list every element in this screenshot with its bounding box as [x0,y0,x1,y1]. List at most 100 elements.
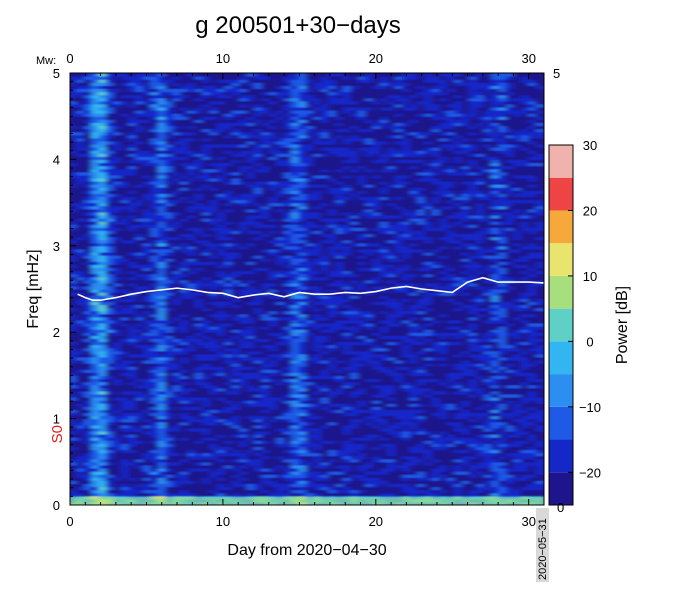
heatmap-cell [446,446,457,451]
heatmap-cell [402,440,412,444]
heatmap-cell [113,421,123,426]
heatmap-cell [328,289,338,293]
heatmap-cell [194,483,205,488]
heatmap-cell [106,464,116,469]
heatmap-cell [535,316,544,321]
heatmap-cell [217,440,227,444]
heatmap-cell [483,421,494,426]
heatmap-cell [439,424,449,429]
heatmap-cell [380,307,390,312]
heatmap-cell [320,282,331,287]
heatmap-cell [276,270,286,275]
heatmap-cell [461,464,471,469]
heatmap-cell [365,264,375,268]
heatmap-cell [231,341,242,346]
heatmap-cell [268,338,279,343]
heatmap-cell [76,483,86,488]
heatmap-cell [276,369,286,373]
heatmap-cell [180,437,190,441]
heatmap-cell [357,292,368,296]
heatmap-cell [439,363,449,367]
heatmap-cell [106,387,116,392]
heatmap-cell [417,387,427,392]
heatmap-cell [268,409,279,414]
heatmap-cell [202,322,212,327]
heatmap-cell [91,310,101,315]
heatmap-cell [424,276,434,281]
heatmap-cell [328,363,338,367]
heatmap-cell [120,264,131,268]
heatmap-cell [261,301,271,306]
heatmap-cell [394,397,405,401]
heatmap-cell [128,471,138,475]
heatmap-cell [135,313,146,318]
heatmap-cell [231,489,242,494]
heatmap-cell [246,480,257,484]
heatmap-cell [135,298,146,302]
heatmap-cell [505,384,516,389]
heatmap-cell [409,406,420,410]
heatmap-cell [320,393,331,398]
heatmap-cell [454,434,464,438]
heatmap-cell [424,304,434,309]
heatmap-cell [306,350,316,355]
heatmap-cell [372,474,383,478]
heatmap-cell [409,458,420,463]
heatmap-cell [91,437,101,441]
heatmap-cell [268,393,279,398]
heatmap-cell [343,285,353,290]
heatmap-cell [239,350,249,355]
heatmap-cell [209,295,220,299]
heatmap-cell [357,403,368,407]
heatmap-cell [402,397,412,401]
heatmap-cell [172,363,183,367]
heatmap-cell [83,326,94,330]
heatmap-cell [172,384,183,389]
heatmap-cell [209,384,220,389]
heatmap-cell [468,369,479,373]
heatmap-cell [194,471,205,475]
heatmap-cell [76,326,86,330]
heatmap-cell [246,267,257,272]
heatmap-cell [135,363,146,367]
heatmap-cell [283,483,294,488]
heatmap-cell [446,285,457,290]
heatmap-cell [202,375,212,380]
heatmap-cell [306,474,316,478]
heatmap-cell [291,307,301,312]
heatmap-cell [106,295,116,299]
heatmap-cell [202,353,212,358]
heatmap-cell [387,332,397,336]
heatmap-cell [113,474,123,478]
heatmap-cell [83,273,94,278]
heatmap-cell [187,390,197,395]
heatmap-cell [328,477,338,481]
heatmap-cell [194,304,205,309]
heatmap-cell [291,279,301,284]
heatmap-cell [276,350,286,355]
heatmap-cell [209,298,220,302]
heatmap-cell [520,353,531,358]
heatmap-cell [491,424,501,429]
heatmap-cell [76,335,86,339]
heatmap-cell [261,464,271,469]
heatmap-cell [283,363,294,367]
heatmap-cell [372,400,383,404]
heatmap-cell [343,267,353,272]
heatmap-cell [231,418,242,423]
heatmap-cell [320,381,331,386]
heatmap-cell [446,477,457,481]
heatmap-cell [187,452,197,457]
heatmap-cell [357,393,368,398]
heatmap-cell [446,344,457,349]
heatmap-cell [246,384,257,389]
heatmap-cell [261,347,271,352]
heatmap-cell [476,403,486,407]
heatmap-cell [120,366,131,370]
heatmap-cell [461,455,471,460]
heatmap-cell [491,406,501,410]
heatmap-cell [424,316,434,321]
heatmap-cell [180,471,190,475]
heatmap-cell [313,264,323,268]
heatmap-cell [128,381,138,386]
